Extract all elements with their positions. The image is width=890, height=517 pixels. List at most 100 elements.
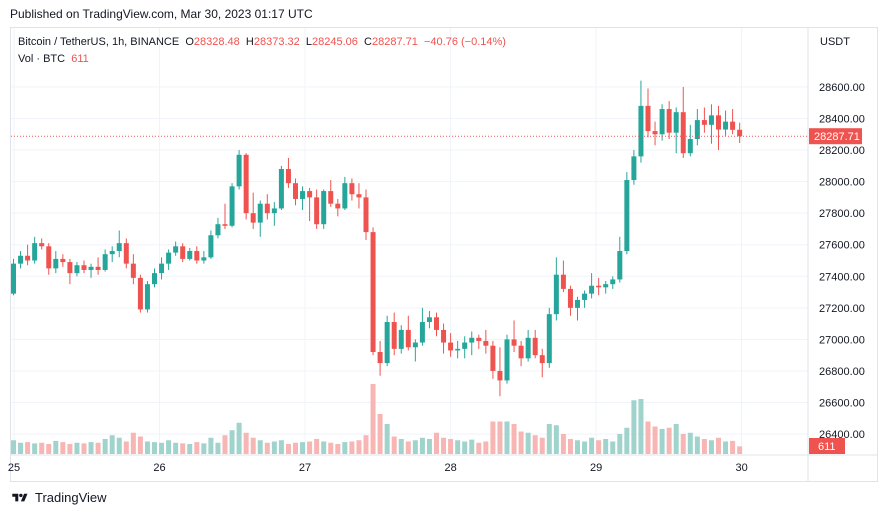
y-tick-label: 27400.00 [819,271,865,283]
candle-body [222,224,228,226]
candle-body [173,246,179,253]
candle-body [638,105,644,157]
volume-bar [716,437,721,454]
candle-body [567,288,573,308]
volume-bar [116,437,122,454]
volume-bar [335,444,341,454]
candle-body [95,266,101,270]
volume-bar [173,442,179,454]
candle-body [67,262,73,274]
volume-bar [455,440,461,454]
grid-lines [11,28,808,455]
chart-frame[interactable] [10,27,878,482]
currency-label: USDT [820,36,850,48]
candle-body [307,191,313,198]
candle-body [102,254,108,270]
volume-bar [53,440,59,454]
candle-body [666,109,672,133]
candle-body [631,156,637,181]
volume-bar [180,443,186,454]
volume-bar [596,440,602,454]
volume-bar [257,440,263,454]
candle-body [483,340,489,346]
high-value: 28373.32 [253,36,300,48]
volume-bar [328,442,334,454]
x-tick-label: 25 [8,462,20,474]
last-volume-label: 611 [818,441,836,453]
volume-bar [194,442,200,454]
volume-bar [434,432,439,454]
candle-body [215,224,221,236]
candle-body [680,112,686,154]
volume-bar [18,442,24,454]
volume-bar [539,437,545,454]
volume-bar [60,442,66,454]
volume-bar [222,435,228,454]
candle-body [208,235,214,258]
volume-bar [645,421,651,454]
candle-body [687,139,693,154]
x-tick-label: 28 [444,462,456,474]
candle-body [81,265,87,270]
volume-bar [46,444,52,454]
candle-body [18,255,24,264]
volume-bar [293,442,298,454]
candle-body [659,109,665,135]
candle-body [419,322,425,343]
candle-body [539,355,545,364]
candle-body [293,183,298,199]
y-tick-label: 28000.00 [819,177,865,189]
candle-body [603,284,609,288]
volume-bar [201,443,207,454]
volume-bar [377,414,383,454]
volume-legend: Vol · BTC 611 [18,53,89,65]
candle-body [137,277,143,310]
candle-body [560,274,566,289]
candle-body [130,263,136,278]
volume-label: Vol · BTC [18,53,66,65]
volume-bar [553,425,559,454]
candle-body [497,370,503,381]
volume-bar [208,437,214,454]
volume-bar [39,442,45,454]
candle-body [716,115,721,130]
volume-bar [525,432,531,454]
x-tick-label: 29 [590,462,602,474]
tradingview-footer[interactable]: TradingView [10,490,107,505]
volume-bar [321,441,327,454]
volume-bar [187,444,193,454]
last-volume-tag [809,438,845,454]
volume-bar [560,434,566,454]
y-tick-label: 28400.00 [819,113,865,125]
volume-bar [694,436,700,454]
candle-body [384,322,390,364]
candle-body [250,213,256,223]
y-tick-label: 27200.00 [819,303,865,315]
candle-body [229,186,235,226]
open-value: 28328.48 [193,36,240,48]
published-caption: Published on TradingView.com, Mar 30, 20… [10,7,313,21]
candle-body [356,194,362,198]
candle-body [525,337,531,359]
tradingview-logo-icon [12,493,28,501]
volume-bar [708,440,714,454]
candle-body [582,293,588,300]
candle-body [109,251,115,255]
volume-bar [631,400,637,454]
volume-bar [356,440,362,454]
y-tick-label: 27800.00 [819,208,865,220]
candle-body [152,273,157,285]
volume-bar [349,441,355,454]
volume-bar [638,399,644,454]
y-tick-label: 26800.00 [819,366,865,378]
candle-body [737,129,743,137]
candle-body [321,191,327,225]
volume-bar [469,439,475,454]
open-label: O [185,36,194,48]
candle-body [511,339,517,346]
volume-bar [659,429,665,454]
candle-body [434,317,439,330]
volume-bar [370,384,376,454]
candle-body [11,263,16,294]
